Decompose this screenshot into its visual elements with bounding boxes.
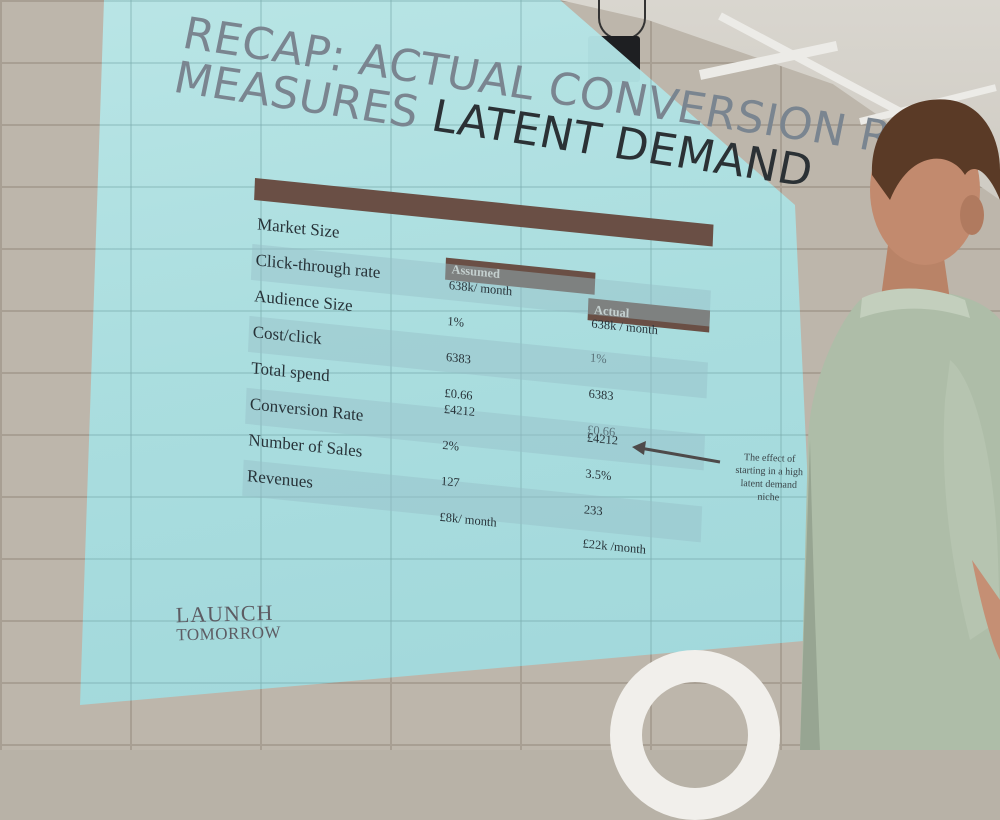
launch-tomorrow-logo: LAUNCH TOMORROW [175,600,282,645]
annotation-text: The effect of starting in a high latent … [735,452,804,504]
logo-line-2: TOMORROW [176,622,282,645]
shirt-shadow [800,440,820,750]
collar [860,288,970,318]
arrow-shaft [639,446,721,464]
arrow-head [632,441,646,455]
projected-slide [80,0,815,705]
annotation-arrow [632,441,721,464]
hair [871,99,1000,200]
white-letter-sculpture [610,650,780,820]
presenter-person [800,99,1000,750]
slide-wall-texture [80,0,815,705]
ear [960,195,984,235]
sleeve [943,360,1000,640]
arm [972,560,1000,660]
